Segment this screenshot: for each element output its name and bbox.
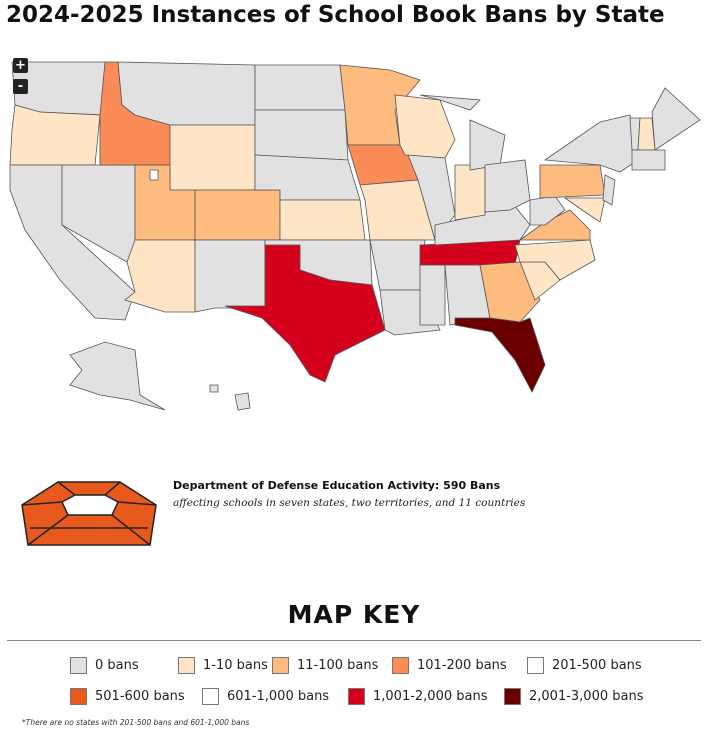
state (469, 119, 506, 171)
state (419, 264, 446, 326)
state (254, 109, 349, 161)
footnote: *There are no states with 201-500 bans a… (22, 718, 250, 727)
pentagon-line (57, 481, 76, 496)
pentagon-line (117, 501, 157, 506)
state (69, 341, 166, 411)
key-label: 0 bans (95, 658, 139, 673)
state (234, 392, 251, 411)
state (394, 94, 456, 159)
state (339, 64, 421, 146)
key-item: 601-1,000 bans (202, 688, 329, 705)
state (254, 64, 346, 111)
zoom-out[interactable]: - (13, 79, 28, 94)
state (169, 124, 256, 191)
key-swatch (70, 688, 87, 705)
key-item: 11-100 bans (272, 657, 378, 674)
state (543, 114, 639, 173)
key-item: 501-600 bans (70, 688, 185, 705)
state (369, 239, 426, 291)
state (454, 164, 486, 221)
key-label: 201-500 bans (552, 658, 642, 673)
state (149, 169, 159, 181)
state (631, 149, 666, 171)
key-swatch (392, 657, 409, 674)
state (194, 189, 281, 241)
state (539, 164, 606, 199)
key-item: 1,001-2,000 bans (348, 688, 488, 705)
title: 2024-2025 Instances of School Book Bans … (6, 2, 665, 28)
state (484, 159, 531, 213)
state (124, 239, 196, 313)
state (602, 174, 616, 206)
map (9, 61, 701, 546)
state (563, 197, 606, 223)
key-item: 2,001-3,000 bans (504, 688, 644, 705)
dodea-icon (21, 481, 157, 546)
key-label: 601-1,000 bans (227, 689, 330, 704)
state (454, 317, 546, 393)
state (194, 239, 266, 313)
pentagon-line (104, 481, 121, 496)
key-swatch (178, 657, 195, 674)
state (479, 261, 541, 323)
states (9, 61, 701, 411)
key-item: 0 bans (70, 657, 139, 674)
key-label: 2,001-3,000 bans (529, 689, 644, 704)
state (209, 384, 219, 393)
key-swatch (504, 688, 521, 705)
key-swatch (272, 657, 289, 674)
pentagon-line (27, 514, 69, 546)
key-label: 11-100 bans (297, 658, 379, 673)
divider (7, 640, 701, 641)
pentagon-court (61, 494, 119, 516)
dodea-subtitle: affecting schools in seven states, two t… (173, 497, 526, 509)
pentagon-line (21, 501, 63, 506)
key-item: 201-500 bans (527, 657, 642, 674)
key-swatch (527, 657, 544, 674)
state (9, 104, 101, 166)
zoom-in[interactable]: + (13, 58, 28, 73)
pentagon-line (111, 514, 151, 546)
state (651, 87, 701, 151)
state (419, 94, 481, 111)
state (117, 61, 256, 126)
state (637, 117, 656, 151)
key-label: 101-200 bans (417, 658, 507, 673)
key-swatch (348, 688, 365, 705)
key-item: 101-200 bans (392, 657, 507, 674)
key-label: 1,001-2,000 bans (373, 689, 488, 704)
key-title: MAP KEY (287, 600, 421, 629)
state (279, 199, 366, 241)
dodea-title: Department of Defense Education Activity… (173, 479, 501, 492)
key-swatch (202, 688, 219, 705)
key-label: 1-10 bans (203, 658, 268, 673)
key-swatch (70, 657, 87, 674)
key-label: 501-600 bans (95, 689, 185, 704)
key-item: 1-10 bans (178, 657, 268, 674)
state (224, 244, 386, 383)
